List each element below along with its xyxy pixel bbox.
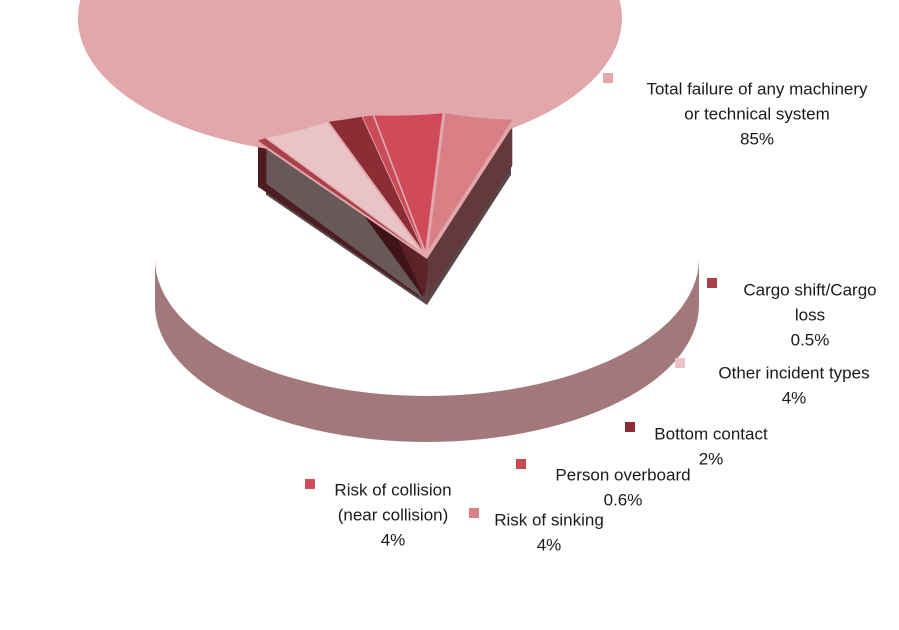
slice-name-label-6: Risk of sinking [494, 510, 604, 529]
slice-label-2: Other incident types 4% [675, 358, 870, 407]
slice-label-6: Risk of sinking 4% [469, 508, 604, 554]
slice-labels: Total failure of any machinery or technic… [305, 73, 877, 554]
slice-6 [428, 113, 513, 251]
slice-value-label-2: 4% [782, 388, 807, 407]
legend-marker-6 [469, 508, 479, 518]
slice-value-label-0: 85% [740, 129, 774, 148]
legend-marker-5 [305, 479, 315, 489]
slice-value-label-5: 4% [381, 530, 406, 549]
slice-label-5: Risk of collision (near collision) 4% [305, 479, 452, 549]
slice-1 [258, 138, 419, 252]
slice-3 [329, 116, 423, 251]
slice-side-0 [155, 259, 699, 442]
slice-name-label-0: or technical system [684, 104, 830, 123]
legend-marker-0 [603, 73, 613, 83]
legend-marker-4 [516, 459, 526, 469]
slice-value-label-6: 4% [537, 535, 562, 554]
slice-name-label-0: Total failure of any machinery [646, 79, 868, 98]
slice-value-label-4: 0.6% [604, 490, 643, 509]
legend-marker-1 [707, 278, 717, 288]
slice-name-label-1: Cargo shift/Cargo [743, 280, 876, 299]
slice-name-label-5: Risk of collision [334, 480, 451, 499]
slice-5 [374, 113, 443, 250]
pie-slices [77, 0, 699, 442]
slice-name-label-5: (near collision) [338, 505, 449, 524]
slice-name-label-3: Bottom contact [654, 424, 768, 443]
slice-label-1: Cargo shift/Cargo loss 0.5% [707, 278, 877, 349]
legend-marker-2 [675, 358, 685, 368]
slice-name-label-2: Other incident types [718, 363, 869, 382]
slice-name-label-1: loss [795, 305, 825, 324]
slice-label-4: Person overboard 0.6% [516, 459, 691, 509]
slice-value-label-1: 0.5% [791, 330, 830, 349]
slice-2 [266, 122, 421, 251]
slice-cut-6-1 [428, 119, 513, 297]
slice-label-0: Total failure of any machinery or technic… [603, 73, 868, 148]
slice-name-label-4: Person overboard [555, 465, 690, 484]
slice-label-3: Bottom contact 2% [625, 422, 768, 468]
slice-value-label-3: 2% [699, 449, 724, 468]
legend-marker-3 [625, 422, 635, 432]
slice-4 [362, 115, 424, 251]
slice-cut-2-0 [266, 137, 421, 297]
